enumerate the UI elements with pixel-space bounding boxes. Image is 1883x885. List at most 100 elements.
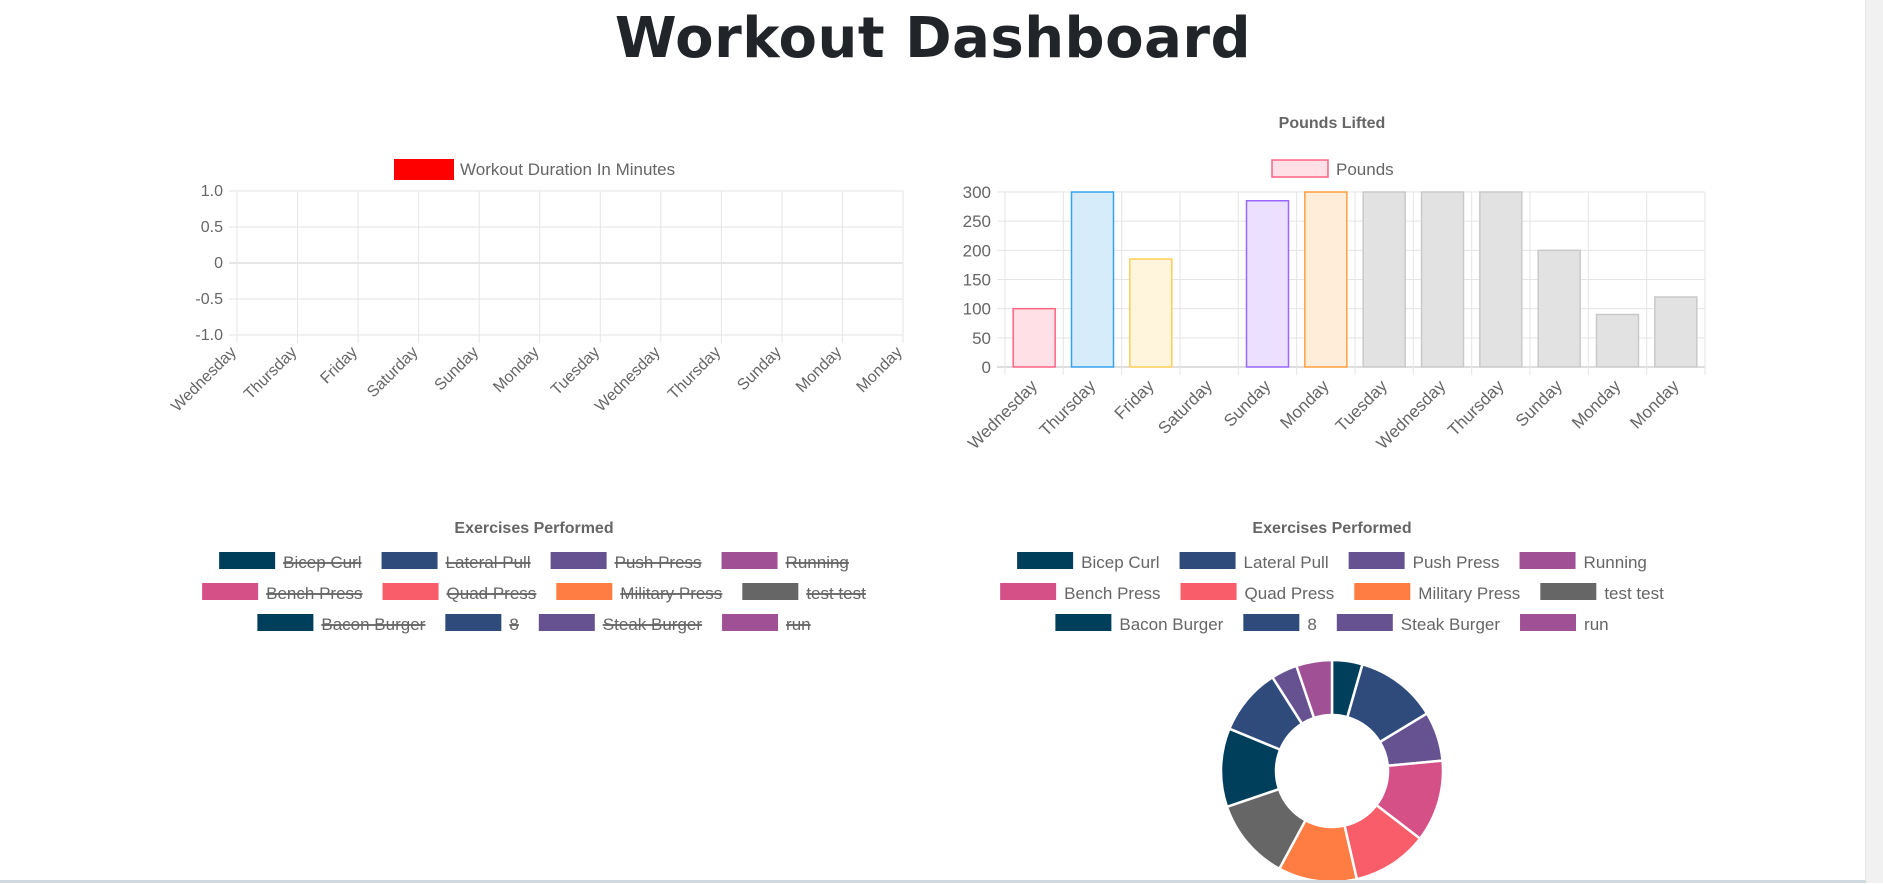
exercises-right-legend-item[interactable]: Running	[1519, 552, 1647, 572]
page-bottom-edge	[0, 880, 1866, 883]
duration-x-tick: Wednesday	[592, 344, 664, 416]
exercises-right-legend-label: Steak Burger	[1401, 615, 1501, 634]
pounds-bar[interactable]	[1012, 307, 1056, 368]
exercises-left-legend-swatch	[722, 614, 779, 631]
exercises-left-legend-item[interactable]: Running	[721, 552, 849, 572]
page-title: Workout Dashboard	[614, 6, 1252, 71]
exercises-chart-right: Exercises Performed Bicep Curl Lateral Pu…	[1000, 520, 1664, 884]
pounds-x-tick: Sunday	[1220, 376, 1275, 431]
exercises-right-legend-item[interactable]: Bicep Curl	[1017, 552, 1160, 572]
exercises-right-legend-swatch	[1017, 552, 1074, 569]
pounds-x-tick: Sunday	[1512, 376, 1567, 431]
exercises-left-legend-item[interactable]: test test	[742, 583, 866, 603]
duration-x-tick: Friday	[317, 344, 360, 387]
exercises-left-legend-swatch	[742, 583, 799, 600]
exercises-left-legend-swatch	[257, 614, 314, 631]
exercises-left-legend-item[interactable]: Bacon Burger	[257, 614, 426, 634]
duration-x-tick: Sunday	[734, 344, 784, 394]
exercises-chart-left: Exercises Performed Bicep Curl Lateral Pu…	[202, 520, 866, 634]
pounds-bar[interactable]	[1595, 313, 1640, 368]
exercises-right-legend-swatch	[1180, 583, 1237, 600]
pounds-bar[interactable]	[1479, 191, 1523, 368]
duration-x-tick: Monday	[854, 344, 906, 396]
pounds-y-tick: 50	[972, 329, 991, 348]
duration-legend-label: Workout Duration In Minutes	[460, 160, 675, 179]
exercises-left-legend-swatch	[550, 552, 607, 569]
exercises-left-legend-item[interactable]: Lateral Pull	[381, 552, 531, 572]
exercises-right-legend-swatch	[1336, 614, 1393, 631]
pounds-bar[interactable]	[1129, 258, 1173, 368]
pounds-legend[interactable]: Pounds	[1271, 159, 1394, 179]
exercises-left-legend-swatch	[202, 583, 259, 600]
duration-x-tick: Monday	[490, 344, 542, 396]
exercises-right-legend-item[interactable]: 8	[1243, 614, 1317, 634]
exercises-right-legend-label: Bacon Burger	[1119, 615, 1223, 634]
exercises-left-title: Exercises Performed	[454, 520, 613, 537]
exercises-left-legend-swatch	[445, 614, 502, 631]
exercises-right-legend-item[interactable]: Lateral Pull	[1179, 552, 1329, 572]
exercises-left-legend-swatch	[721, 552, 778, 569]
pounds-bar[interactable]	[1654, 296, 1698, 368]
pounds-x-tick: Tuesday	[1332, 376, 1391, 435]
exercises-left-legend-item[interactable]: run	[722, 614, 811, 634]
exercises-right-legend-label: Lateral Pull	[1244, 553, 1329, 572]
exercises-right-legend-item[interactable]: Bench Press	[1000, 583, 1161, 603]
exercises-right-legend-item[interactable]: Push Press	[1348, 552, 1500, 572]
pounds-bar[interactable]	[1070, 191, 1115, 368]
exercises-right-legend-swatch	[1055, 614, 1112, 631]
exercises-right-legend-swatch	[1179, 552, 1236, 569]
exercises-donut-slice[interactable]	[1294, 658, 1334, 720]
exercises-right-legend-swatch	[1520, 614, 1577, 631]
duration-y-tick: -1.0	[195, 327, 223, 344]
exercises-right-legend-item[interactable]: test test	[1540, 583, 1664, 603]
exercises-right-legend-swatch	[1348, 552, 1405, 569]
exercises-right-legend-item[interactable]: run	[1520, 614, 1609, 634]
exercises-right-legend-swatch	[1519, 552, 1576, 569]
exercises-right-legend-label: Running	[1584, 553, 1647, 572]
pounds-bar[interactable]	[1245, 200, 1290, 368]
exercises-left-legend-item[interactable]: Push Press	[550, 552, 702, 572]
exercises-right-legend-label: Quad Press	[1245, 584, 1335, 603]
exercises-right-legend-label: Bench Press	[1064, 584, 1160, 603]
exercises-left-legend-item[interactable]: Military Press	[556, 583, 723, 603]
pounds-x-tick: Wednesday	[964, 376, 1041, 453]
exercises-left-legend-swatch	[381, 552, 438, 569]
pounds-x-tick: Monday	[1276, 376, 1333, 433]
pounds-bar[interactable]	[1420, 191, 1465, 368]
exercises-left-legend-item[interactable]: Bicep Curl	[219, 552, 362, 572]
pounds-x-tick: Monday	[1626, 376, 1683, 433]
exercises-left-legend-item[interactable]: Quad Press	[382, 583, 537, 603]
duration-y-tick: 0	[214, 255, 223, 272]
exercises-right-legend-label: Bicep Curl	[1081, 553, 1159, 572]
pounds-legend-label: Pounds	[1336, 160, 1394, 179]
duration-x-tick: Tuesday	[548, 344, 603, 399]
pounds-y-tick: 300	[963, 183, 991, 202]
exercises-left-legend-item[interactable]: Steak Burger	[538, 614, 703, 634]
duration-legend-swatch	[394, 159, 454, 180]
pounds-x-tick: Saturday	[1154, 376, 1216, 438]
exercises-right-legend-swatch	[1354, 583, 1411, 600]
exercises-right-legend-item[interactable]: Steak Burger	[1336, 614, 1501, 634]
exercises-right-legend-swatch	[1000, 583, 1057, 600]
duration-x-tick: Saturday	[364, 344, 421, 401]
exercises-left-legend-item[interactable]: 8	[445, 614, 519, 634]
pounds-bar[interactable]	[1362, 191, 1406, 368]
exercises-left-legend-item[interactable]: Bench Press	[202, 583, 363, 603]
pounds-chart-title: Pounds Lifted	[1279, 115, 1386, 132]
pounds-legend-swatch	[1271, 159, 1329, 178]
duration-x-tick: Thursday	[241, 344, 300, 403]
exercises-right-legend-item[interactable]: Bacon Burger	[1055, 614, 1224, 634]
page-scrollbar[interactable]	[1865, 0, 1883, 883]
pounds-x-tick: Monday	[1568, 376, 1625, 433]
pounds-y-tick: 200	[963, 241, 991, 260]
workout-duration-chart: Workout Duration In Minutes 1.0 0.5 0 -0.5 -…	[168, 159, 906, 416]
pounds-bar[interactable]	[1537, 249, 1581, 368]
duration-legend[interactable]: Workout Duration In Minutes	[394, 159, 675, 180]
exercises-left-legend-swatch	[382, 583, 439, 600]
pounds-bar[interactable]	[1304, 191, 1348, 368]
exercises-right-legend-item[interactable]: Quad Press	[1180, 583, 1335, 603]
pounds-y-tick: 0	[982, 358, 991, 377]
exercises-right-legend-item[interactable]: Military Press	[1354, 583, 1520, 603]
duration-y-tick: -0.5	[195, 291, 223, 308]
duration-y-tick: 1.0	[201, 183, 223, 200]
